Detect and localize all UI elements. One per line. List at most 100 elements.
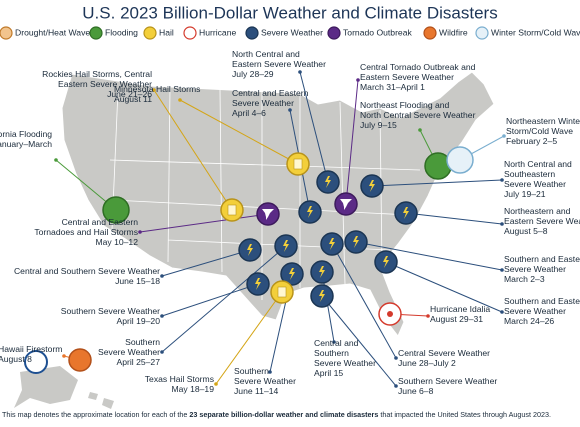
leader-line	[405, 212, 503, 225]
leader-dot	[62, 354, 66, 358]
bolt	[329, 238, 335, 250]
leader-line	[321, 295, 397, 387]
event-label-line: June 11–14	[234, 386, 279, 396]
event-label-line: Severe Weather	[98, 347, 160, 357]
event-label-line: June 6–8	[398, 386, 434, 396]
event-icon	[68, 348, 92, 372]
event-label: Rockies Hail Storms, Central Eastern Seve…	[42, 69, 152, 99]
event-label-line: April 4–6	[232, 108, 266, 118]
leader-dot	[160, 350, 164, 354]
legend-icon	[183, 26, 197, 40]
event-label-line: Central and Eastern	[232, 88, 309, 98]
footnote: This map denotes the approximate locatio…	[2, 410, 551, 419]
leader-line	[371, 179, 503, 187]
leader-dot	[500, 310, 504, 314]
event-label-line: January–March	[0, 139, 52, 149]
event-label-line: March 31–April 1	[360, 82, 425, 92]
hail-glyph	[293, 158, 303, 170]
event-label-line: Severe Weather	[232, 98, 294, 108]
leader-dot	[178, 98, 182, 102]
tornado-glyph	[340, 199, 352, 210]
event-label: Minnesota Hail Storms August 11	[114, 84, 200, 104]
event-label: Northeast Flooding and North Central Seve…	[360, 100, 476, 130]
event-label-line: Southern Severe Weather	[61, 306, 160, 316]
leader-dot	[332, 340, 336, 344]
leader-line	[355, 241, 503, 271]
event-label-line: July 28–29	[232, 69, 274, 79]
event-label-line: Eastern Severe Weather	[504, 216, 580, 226]
legend-icon	[143, 26, 157, 40]
event-label-line: July 9–15	[360, 120, 397, 130]
leader-line	[161, 283, 259, 317]
bolt	[353, 236, 359, 248]
leader-dot	[138, 230, 142, 234]
event-label-line: May 18–19	[171, 384, 214, 394]
event-label-line: March 24–26	[504, 316, 554, 326]
event-labels: Rockies Hail Storms, Central Eastern Seve…	[0, 49, 580, 396]
event-label-line: Southern Severe Weather	[398, 376, 497, 386]
event-label: Southern Severe Weather April 25–27	[98, 337, 160, 367]
event-label: Hawaii Firestorm August 8	[0, 344, 62, 364]
bolt	[247, 244, 253, 256]
footnote-tail: that impacted the United States through …	[380, 410, 551, 419]
bolt	[319, 290, 325, 302]
event-label: California FloodingJanuary–March	[0, 129, 52, 149]
event-label-line: June 15–18	[115, 276, 160, 286]
tornado-glyph	[262, 209, 274, 220]
bolt	[307, 206, 313, 218]
event-label: North Central and Eastern Severe Weather J…	[232, 49, 326, 79]
hawaii	[88, 392, 114, 409]
event-label-line: Texas Hail Storms	[145, 374, 214, 384]
leader-line	[299, 71, 329, 183]
event-label-line: April 19–20	[117, 316, 161, 326]
leader-dot	[356, 78, 360, 82]
bolt	[403, 207, 409, 219]
leader-dot	[214, 382, 218, 386]
event-label-line: Eastern Severe Weather	[58, 79, 152, 89]
leader-dot	[54, 158, 58, 162]
bolt	[319, 266, 325, 278]
bolt	[325, 176, 331, 188]
event-label: Texas Hail Storms May 18–19	[145, 374, 214, 394]
leader-dot	[160, 274, 164, 278]
leader-dot	[418, 128, 422, 132]
event-label: Central Severe Weather June 28–July 2	[398, 348, 490, 368]
legend-label: Hail	[159, 27, 174, 37]
leader-dot	[500, 222, 504, 226]
event-label-line: Southeastern	[504, 169, 555, 179]
leader-dot	[500, 268, 504, 272]
event-label-line: Central Tornado Outbreak and	[360, 62, 476, 72]
footnote-bold: 23 separate billion-dollar weather and c…	[189, 410, 378, 419]
event-label-line: Hurricane Idalia	[430, 304, 490, 314]
leader-dot	[152, 88, 156, 92]
leader-dot	[502, 134, 506, 138]
event-label-line: April 25–27	[117, 357, 161, 367]
event-icon	[446, 146, 474, 174]
legend-label: Tornado Outbreak	[343, 27, 412, 37]
event-label-line: July 19–21	[504, 189, 546, 199]
event-label-line: Southern and Eastern	[504, 254, 580, 264]
leader-dot	[268, 370, 272, 374]
event-label: Central and Eastern Tornadoes and Hail St…	[34, 217, 138, 247]
hurricane-eye	[387, 311, 393, 317]
title: U.S. 2023 Billion-Dollar Weather and Cli…	[82, 3, 497, 22]
leader-line	[153, 89, 233, 211]
leader-line	[179, 99, 299, 165]
legend-label: Wildfire	[439, 27, 468, 37]
event-label-line: North Central Severe Weather	[360, 110, 476, 120]
event-label-line: Central and	[314, 338, 359, 348]
legend-label: Drought/Heat Wave	[15, 27, 90, 37]
leader-line	[385, 261, 503, 313]
event-label-line: April 15	[314, 368, 343, 378]
event-label-line: Central Severe Weather	[398, 348, 490, 358]
event-icons	[68, 146, 474, 372]
event-label: Central and Southern Severe Weather June …	[14, 266, 160, 286]
hail-glyph	[227, 204, 237, 216]
leader-dot	[500, 178, 504, 182]
legend-icon	[245, 26, 259, 40]
event-label-line: Central and Southern Severe Weather	[14, 266, 160, 276]
event-label-line: Severe Weather	[234, 376, 296, 386]
event-label: Central and Southern Severe Weather April 1…	[314, 338, 376, 378]
